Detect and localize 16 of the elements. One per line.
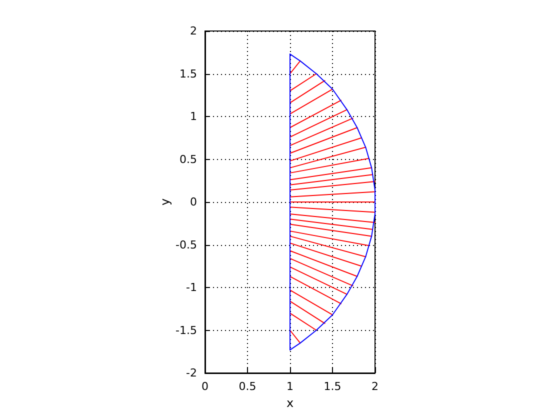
x-tick-label: 1 <box>286 380 294 393</box>
y-tick-label: -1 <box>186 281 197 294</box>
x-axis-title: x <box>286 396 294 410</box>
y-tick-label: 1.5 <box>180 67 197 80</box>
y-tick-label: 0.5 <box>180 152 197 166</box>
y-tick-label: 0 <box>190 196 197 208</box>
x-tick-label: 0.5 <box>238 380 256 393</box>
y-axis-title: y <box>158 198 172 206</box>
x-tick-label: 1.5 <box>324 380 342 393</box>
x-tick-label: 2 <box>372 380 378 393</box>
y-tick-label: -1.5 <box>176 324 197 337</box>
x-tick-label: 0 <box>202 380 208 393</box>
y-tick-label: 1 <box>190 110 197 123</box>
y-tick-label: -2 <box>186 366 197 380</box>
y-tick-label: -0.5 <box>176 238 197 252</box>
y-tick-label: 2 <box>190 24 197 38</box>
